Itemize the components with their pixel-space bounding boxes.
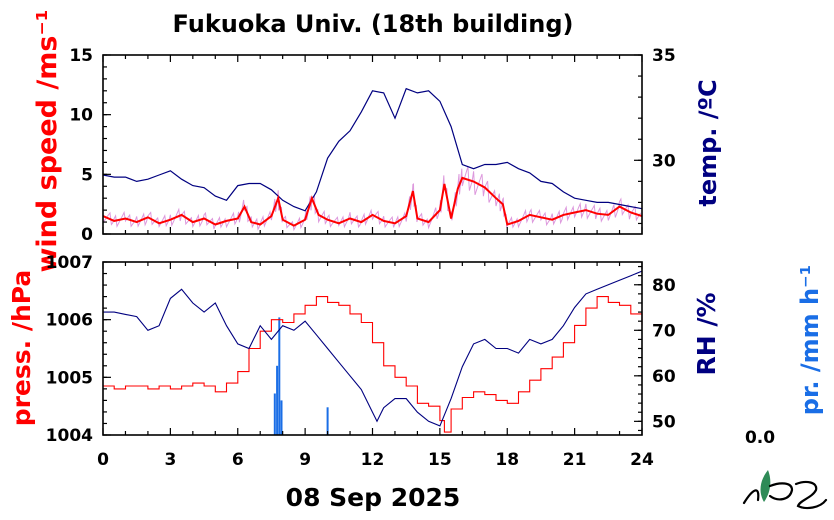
temp-axis-tick-labels: 30 35	[652, 46, 676, 171]
time-tick-label: 18	[495, 450, 519, 470]
time-tick-label: 12	[361, 450, 385, 470]
logo-script-mark	[742, 480, 828, 510]
top-panel: 0 5 10 15 30 35 wind speed /ms⁻¹ temp. /ºC	[32, 9, 722, 272]
pressure-tick-label: 1005	[46, 368, 93, 388]
bottom-panel: 1004 1005 1006 1007 50 60 70 80 0 3 6 9 12 15 18 21 24…	[7, 253, 824, 470]
pressure-tick-label: 1006	[46, 311, 93, 331]
pressure-axis-tick-labels: 1004 1005 1006 1007	[46, 253, 93, 446]
temp-line	[102, 87, 643, 212]
pressure-axis-label: press. /hPa	[7, 270, 36, 427]
precip-bar	[280, 400, 283, 435]
rh-tick-label: 50	[652, 412, 676, 432]
rh-tick-label: 70	[652, 321, 676, 341]
rh-line	[103, 270, 643, 427]
top-ticks	[102, 54, 643, 235]
wind-axis-tick-labels: 0 5 10 15	[69, 46, 93, 245]
rh-tick-label: 80	[652, 276, 676, 296]
precip-bar	[273, 393, 276, 435]
wind-tick-label: 0	[81, 225, 93, 245]
top-panel-frame	[102, 54, 643, 235]
rh-tick-label: 60	[652, 367, 676, 387]
time-axis-tick-labels: 0 3 6 9 12 15 18 21 24	[97, 450, 654, 470]
temp-tick-label: 30	[652, 151, 676, 171]
time-tick-label: 24	[630, 450, 654, 470]
top-series-layer	[102, 87, 643, 232]
pressure-tick-label: 1007	[46, 253, 93, 273]
bottom-ticks	[102, 261, 643, 436]
rh-axis-label: RH /%	[692, 292, 721, 375]
logo-leaf-icon	[760, 470, 771, 502]
precip-axis-label: pr. /mm h⁻¹	[796, 265, 824, 415]
wind-raw-line	[102, 166, 642, 232]
wind-speed-line	[102, 176, 643, 227]
rh-axis-tick-labels: 50 60 70 80	[652, 276, 676, 433]
pressure-line	[103, 296, 643, 433]
pressure-tick-label: 1004	[46, 426, 93, 446]
wind-axis-label: wind speed /ms⁻¹	[32, 9, 63, 272]
time-tick-label: 6	[232, 450, 244, 470]
wind-tick-label: 10	[69, 106, 93, 126]
time-tick-label: 0	[97, 450, 109, 470]
wind-tick-label: 15	[69, 46, 93, 66]
precip-bar	[276, 365, 279, 435]
time-tick-label: 15	[428, 450, 452, 470]
bottom-series-layer	[103, 270, 643, 435]
time-tick-label: 3	[164, 450, 176, 470]
precip-bar	[326, 407, 329, 435]
time-tick-label: 9	[299, 450, 311, 470]
chart-title: Fukuoka Univ. (18th building)	[173, 10, 574, 38]
date-label: 08 Sep 2025	[286, 483, 461, 512]
wind-tick-label: 5	[81, 165, 93, 185]
precip-bar	[278, 317, 281, 435]
temp-axis-label: temp. /ºC	[694, 79, 722, 206]
bottom-panel-frame	[102, 261, 643, 436]
precip-total-value: 0.0	[745, 428, 775, 448]
time-tick-label: 21	[563, 450, 587, 470]
institution-logo	[742, 470, 828, 510]
temp-tick-label: 35	[652, 46, 676, 66]
